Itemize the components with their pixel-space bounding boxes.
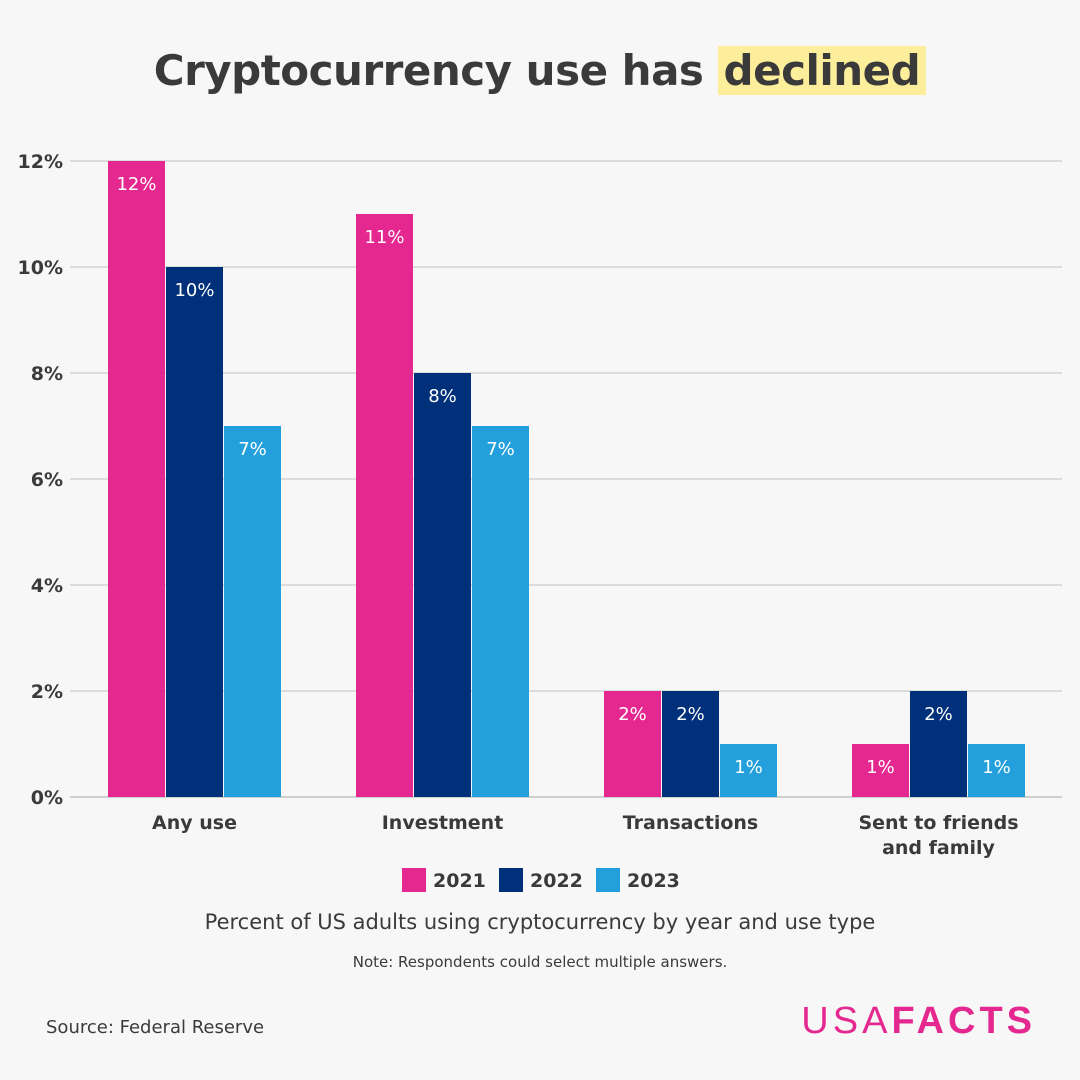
chart-title: Cryptocurrency use has declined [0, 46, 1080, 95]
legend-swatch-2023 [596, 868, 620, 892]
x-category-label: Sent to friends [858, 812, 1018, 834]
y-tick-label: 10% [18, 257, 63, 279]
data-label: 8% [428, 386, 457, 407]
bar-2021 [108, 161, 165, 797]
data-label: 2% [618, 704, 647, 725]
bar-2023 [720, 744, 777, 797]
data-label: 7% [238, 439, 267, 460]
data-label: 1% [734, 757, 763, 778]
bar-2022 [414, 373, 471, 797]
data-label: 11% [364, 227, 404, 248]
data-label: 12% [116, 174, 156, 195]
source-label: Source: Federal Reserve [46, 1017, 265, 1038]
bar-2022 [910, 691, 967, 797]
data-label: 1% [866, 757, 895, 778]
y-tick-label: 8% [31, 363, 63, 385]
bar-2021 [356, 214, 413, 797]
title-text: Cryptocurrency use has [153, 46, 718, 95]
x-category-label: Transactions [623, 812, 758, 834]
y-tick-label: 2% [31, 681, 63, 703]
chart-subtitle: Percent of US adults using cryptocurrenc… [204, 910, 876, 934]
x-category-label: Any use [152, 812, 237, 834]
bar-2021 [852, 744, 909, 797]
bar-2022 [166, 267, 223, 797]
legend-label: 2021 [433, 870, 486, 892]
bar-2023 [968, 744, 1025, 797]
x-category-label: and family [882, 837, 995, 859]
usafacts-logo: USAFACTS [801, 1000, 1036, 1042]
data-label: 7% [486, 439, 515, 460]
data-label: 10% [174, 280, 214, 301]
legend-swatch-2021 [402, 868, 426, 892]
data-label: 2% [676, 704, 705, 725]
y-tick-label: 6% [31, 469, 63, 491]
y-tick-label: 0% [31, 787, 63, 809]
data-label: 2% [924, 704, 953, 725]
legend-label: 2023 [627, 870, 680, 892]
bar-chart: 0% 2% 4% 6% 8% 10% 12% 12% 10% 7% Any use 11% 8% 7% In… [18, 151, 1062, 892]
bar-2021 [604, 691, 661, 797]
legend-label: 2022 [530, 870, 583, 892]
bar-2023 [224, 426, 281, 797]
title-highlight: declined [717, 46, 927, 95]
y-tick-label: 4% [31, 575, 63, 597]
y-tick-label: 12% [18, 151, 63, 173]
legend-swatch-2022 [499, 868, 523, 892]
bar-2022 [662, 691, 719, 797]
data-label: 1% [982, 757, 1011, 778]
x-category-label: Investment [382, 812, 504, 834]
bar-2023 [472, 426, 529, 797]
chart-note: Note: Respondents could select multiple … [352, 953, 728, 971]
